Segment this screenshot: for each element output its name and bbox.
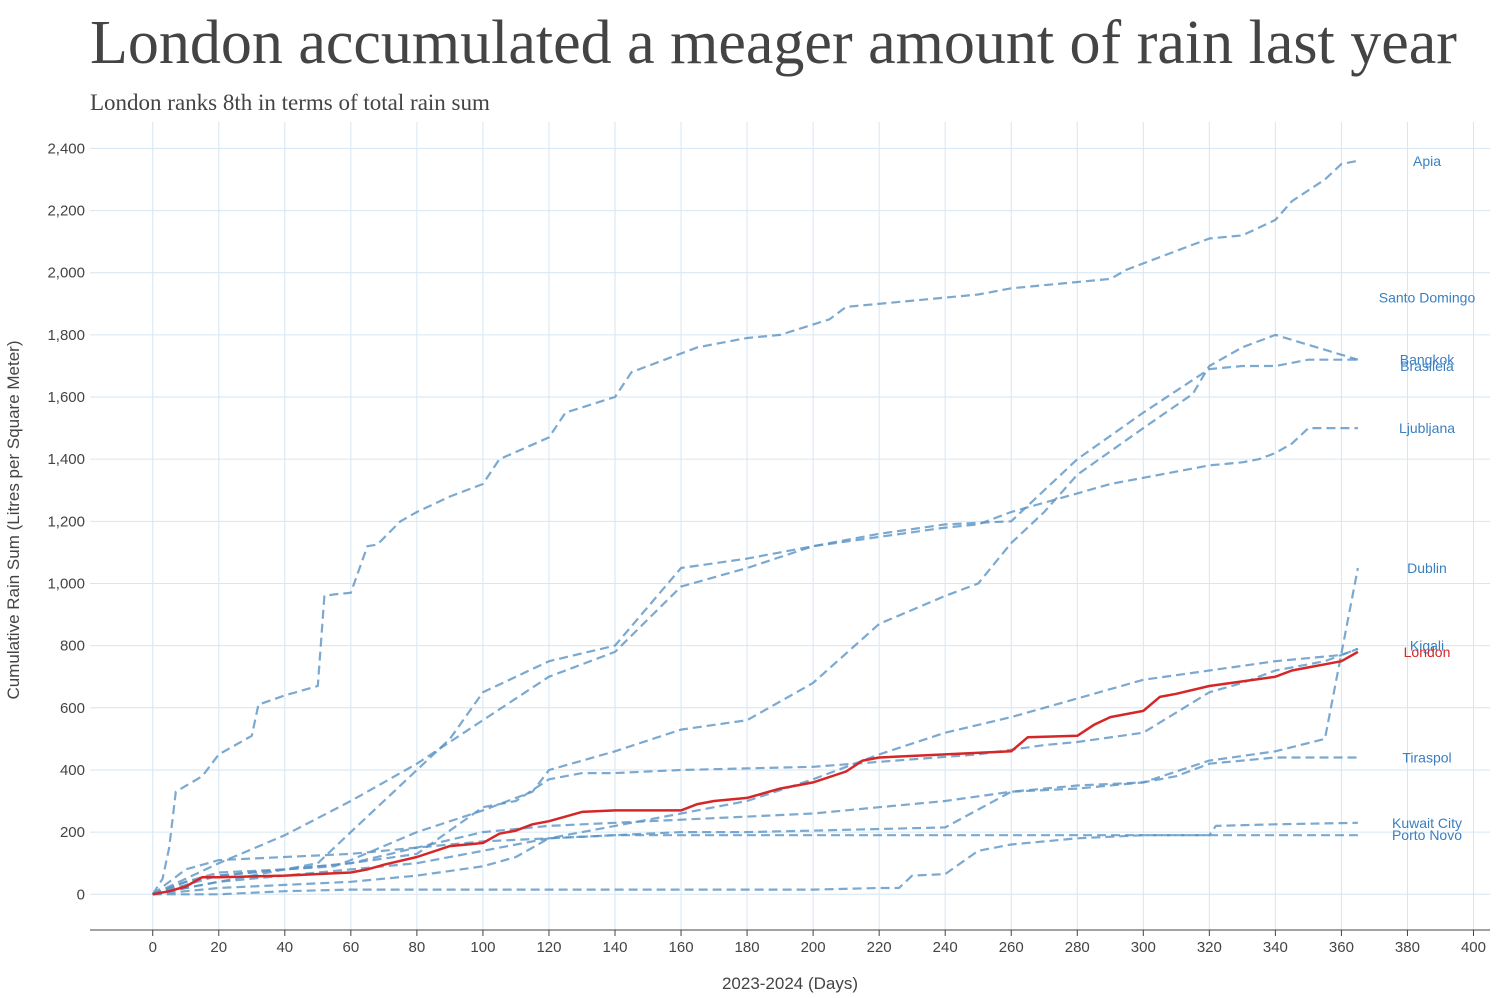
x-axis-label: 2023-2024 (Days) <box>722 974 858 993</box>
x-tick-label: 220 <box>867 939 892 956</box>
series-lines <box>151 159 1359 896</box>
y-axis-label: Cumulative Rain Sum (Litres per Square M… <box>4 340 23 699</box>
x-tick-label: 360 <box>1329 939 1354 956</box>
y-tick-label: 800 <box>60 638 85 655</box>
series-line-tiraspol <box>152 756 1358 896</box>
x-tick-label: 80 <box>409 939 426 956</box>
series-label-kigali: Kigali <box>1410 638 1444 654</box>
x-tick-label: 380 <box>1395 939 1420 956</box>
x-tick-label: 160 <box>669 939 694 956</box>
x-tick-label: 180 <box>735 939 760 956</box>
series-line-kuwait-city <box>152 821 1358 896</box>
x-tick-label: 0 <box>149 939 157 956</box>
series-line-london <box>152 650 1359 896</box>
y-tick-label: 1,600 <box>47 389 85 406</box>
x-tick-label: 140 <box>602 939 627 956</box>
series-line-apia <box>151 159 1359 895</box>
x-tick-label: 20 <box>210 939 227 956</box>
y-tick-label: 400 <box>60 762 85 779</box>
series-line-brasileia <box>152 358 1358 896</box>
series-line-dublin <box>152 567 1359 896</box>
series-label-kuwait-city: Kuwait City <box>1392 815 1462 831</box>
y-tick-label: 600 <box>60 700 85 717</box>
series-label-bangkok: Bangkok <box>1400 352 1455 368</box>
series-label-london: London <box>1404 644 1451 660</box>
chart-subtitle: London ranks 8th in terms of total rain … <box>90 90 490 115</box>
y-tick-label: 2,400 <box>47 140 85 157</box>
y-tick-label: 2,000 <box>47 265 85 282</box>
y-tick-label: 200 <box>60 824 85 841</box>
x-tick-label: 240 <box>933 939 958 956</box>
series-line-santo-domingo <box>152 647 1359 896</box>
series-line-porto-novo <box>152 834 1358 896</box>
x-tick-label: 200 <box>801 939 826 956</box>
chart-title: London accumulated a meager amount of ra… <box>90 9 1457 77</box>
x-tick-label: 60 <box>343 939 360 956</box>
y-tick-label: 0 <box>77 886 85 903</box>
series-label-tiraspol: Tiraspol <box>1402 750 1451 766</box>
x-tick-label: 120 <box>536 939 561 956</box>
series-line-ljubljana <box>152 427 1358 896</box>
x-tick-label: 400 <box>1461 939 1486 956</box>
x-tick-label: 280 <box>1065 939 1090 956</box>
y-tick-label: 1,400 <box>47 451 85 468</box>
x-tick-label: 320 <box>1197 939 1222 956</box>
series-label-apia: Apia <box>1413 153 1441 169</box>
x-tick-label: 40 <box>276 939 293 956</box>
y-tick-label: 1,000 <box>47 575 85 592</box>
y-tick-label: 2,200 <box>47 203 85 220</box>
axes: 0 20 40 60 80 100 120 140 160 180 200 220 240 260 280 3… <box>47 140 1490 956</box>
x-tick-label: 300 <box>1131 939 1156 956</box>
y-tick-label: 1,200 <box>47 513 85 530</box>
series-label-brasileia: Brasileia <box>1400 358 1454 374</box>
series-label-santo-domingo: Santo Domingo <box>1379 290 1476 306</box>
x-tick-label: 340 <box>1263 939 1288 956</box>
series-label-dublin: Dublin <box>1407 560 1447 576</box>
x-tick-label: 100 <box>470 939 495 956</box>
series-line-kigali <box>152 647 1359 896</box>
grid <box>90 122 1490 930</box>
y-tick-label: 1,800 <box>47 327 85 344</box>
series-label-ljubljana: Ljubljana <box>1399 420 1455 436</box>
x-tick-label: 260 <box>999 939 1024 956</box>
series-label-porto-novo: Porto Novo <box>1392 827 1462 843</box>
